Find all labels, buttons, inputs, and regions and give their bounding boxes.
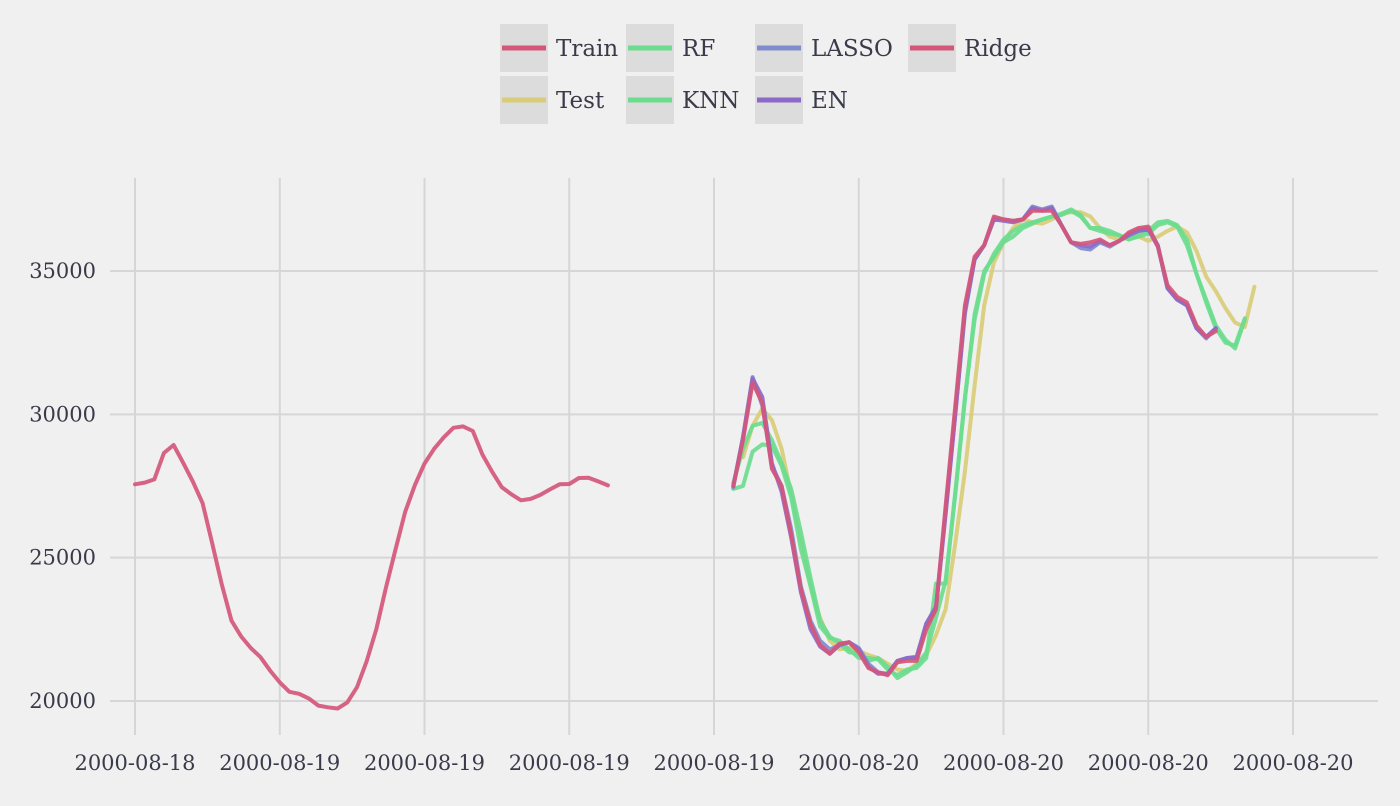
x-tick-label: 2000-08-18 (74, 751, 195, 775)
legend-item-lasso: LASSO (755, 24, 893, 72)
series-line-test (741, 210, 1257, 673)
legend-label-knn: KNN (682, 88, 739, 114)
legend-item-test: Test (500, 76, 605, 124)
x-tick-label: 2000-08-19 (219, 751, 340, 775)
y-tick-label: 30000 (29, 402, 96, 426)
y-tick-labels: 20000 25000 30000 35000 (29, 259, 96, 713)
legend-label-en: EN (811, 88, 848, 114)
legend-item-ridge: Ridge (908, 24, 1032, 72)
legend-item-knn: KNN (626, 76, 739, 124)
legend-label-test: Test (556, 88, 605, 114)
legend-label-train: Train (556, 36, 618, 62)
x-tick-label: 2000-08-19 (364, 751, 485, 775)
y-tick-label: 25000 (29, 546, 96, 570)
x-tick-label: 2000-08-20 (798, 751, 919, 775)
legend-item-en: EN (755, 76, 848, 124)
legend-item-train: Train (500, 24, 618, 72)
legend-label-lasso: LASSO (811, 36, 893, 62)
y-gridlines (110, 269, 1378, 702)
legend-label-rf: RF (682, 36, 715, 62)
series-lines (133, 204, 1257, 711)
legend-label-ridge: Ridge (964, 36, 1032, 62)
series-line-ridge (731, 208, 1218, 678)
y-tick-label: 35000 (29, 259, 96, 283)
series-line-knn (731, 207, 1247, 681)
x-tick-label: 2000-08-19 (653, 751, 774, 775)
x-tick-labels: 2000-08-18 2000-08-19 2000-08-19 2000-08-19… (74, 751, 1353, 775)
x-tick-label: 2000-08-20 (1088, 751, 1209, 775)
legend: Train RF LASSO Ridge Test KNN EN (500, 24, 1032, 124)
x-tick-label: 2000-08-20 (943, 751, 1064, 775)
y-tick-label: 20000 (29, 689, 96, 713)
x-tick-label: 2000-08-19 (509, 751, 630, 775)
series-line-train (133, 424, 610, 711)
legend-item-rf: RF (626, 24, 715, 72)
x-tick-label: 2000-08-20 (1232, 751, 1353, 775)
x-gridlines (134, 178, 1294, 735)
